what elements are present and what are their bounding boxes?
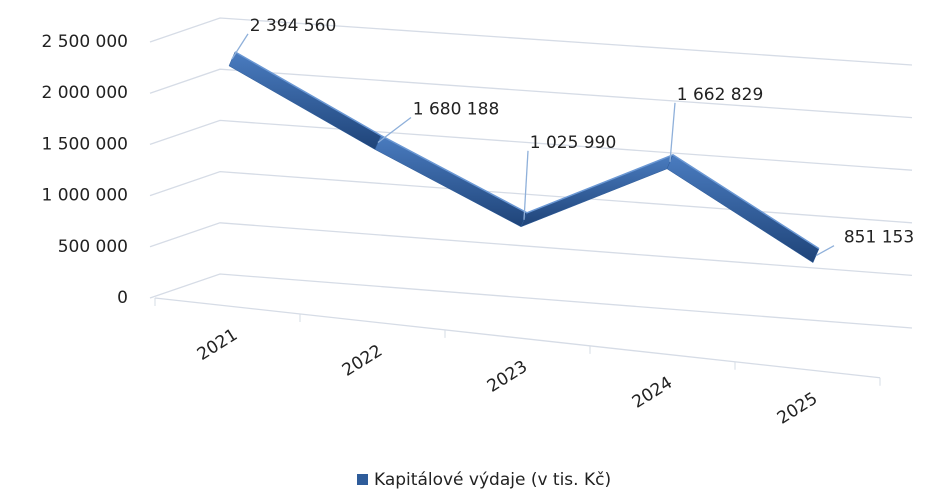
leader-line (377, 116, 412, 143)
y-tick-label: 2 500 000 (41, 32, 128, 52)
x-tick-label: 2022 (339, 341, 386, 381)
grid-line (149, 273, 913, 329)
x-tick-label: 2021 (194, 325, 241, 365)
series-line (234, 51, 820, 250)
y-tick-label: 1 500 000 (41, 134, 128, 154)
data-label: 1 680 188 (413, 99, 500, 119)
grid-line (149, 68, 913, 119)
x-tick-label: 2024 (629, 373, 676, 413)
leader-line (815, 245, 835, 257)
legend-label: Kapitálové výdaje (v tis. Kč) (374, 470, 611, 490)
x-tick-label: 2023 (484, 357, 531, 397)
data-label: 851 153 (844, 228, 914, 248)
legend-swatch (357, 474, 368, 485)
leader-line (231, 33, 249, 60)
ribbon-segment (520, 154, 674, 228)
ribbon-segment (666, 154, 820, 264)
leader-line (669, 102, 676, 162)
data-label: 1 662 829 (677, 85, 764, 105)
data-label: 2 394 560 (250, 16, 337, 36)
grid-line (149, 222, 913, 277)
grid-line (149, 170, 913, 224)
y-tick-label: 1 000 000 (41, 186, 128, 206)
grid-line (149, 17, 913, 66)
y-tick-label: 2 000 000 (41, 83, 128, 103)
data-label: 1 025 990 (530, 133, 617, 153)
ribbon-segment (228, 51, 382, 150)
leader-line (523, 150, 529, 220)
x-tick-label: 2025 (774, 389, 821, 429)
y-tick-label: 0 (117, 288, 128, 308)
ribbon-segment (374, 135, 528, 228)
grid-line (149, 119, 913, 171)
x-axis (154, 297, 881, 379)
y-tick-label: 500 000 (58, 237, 128, 257)
